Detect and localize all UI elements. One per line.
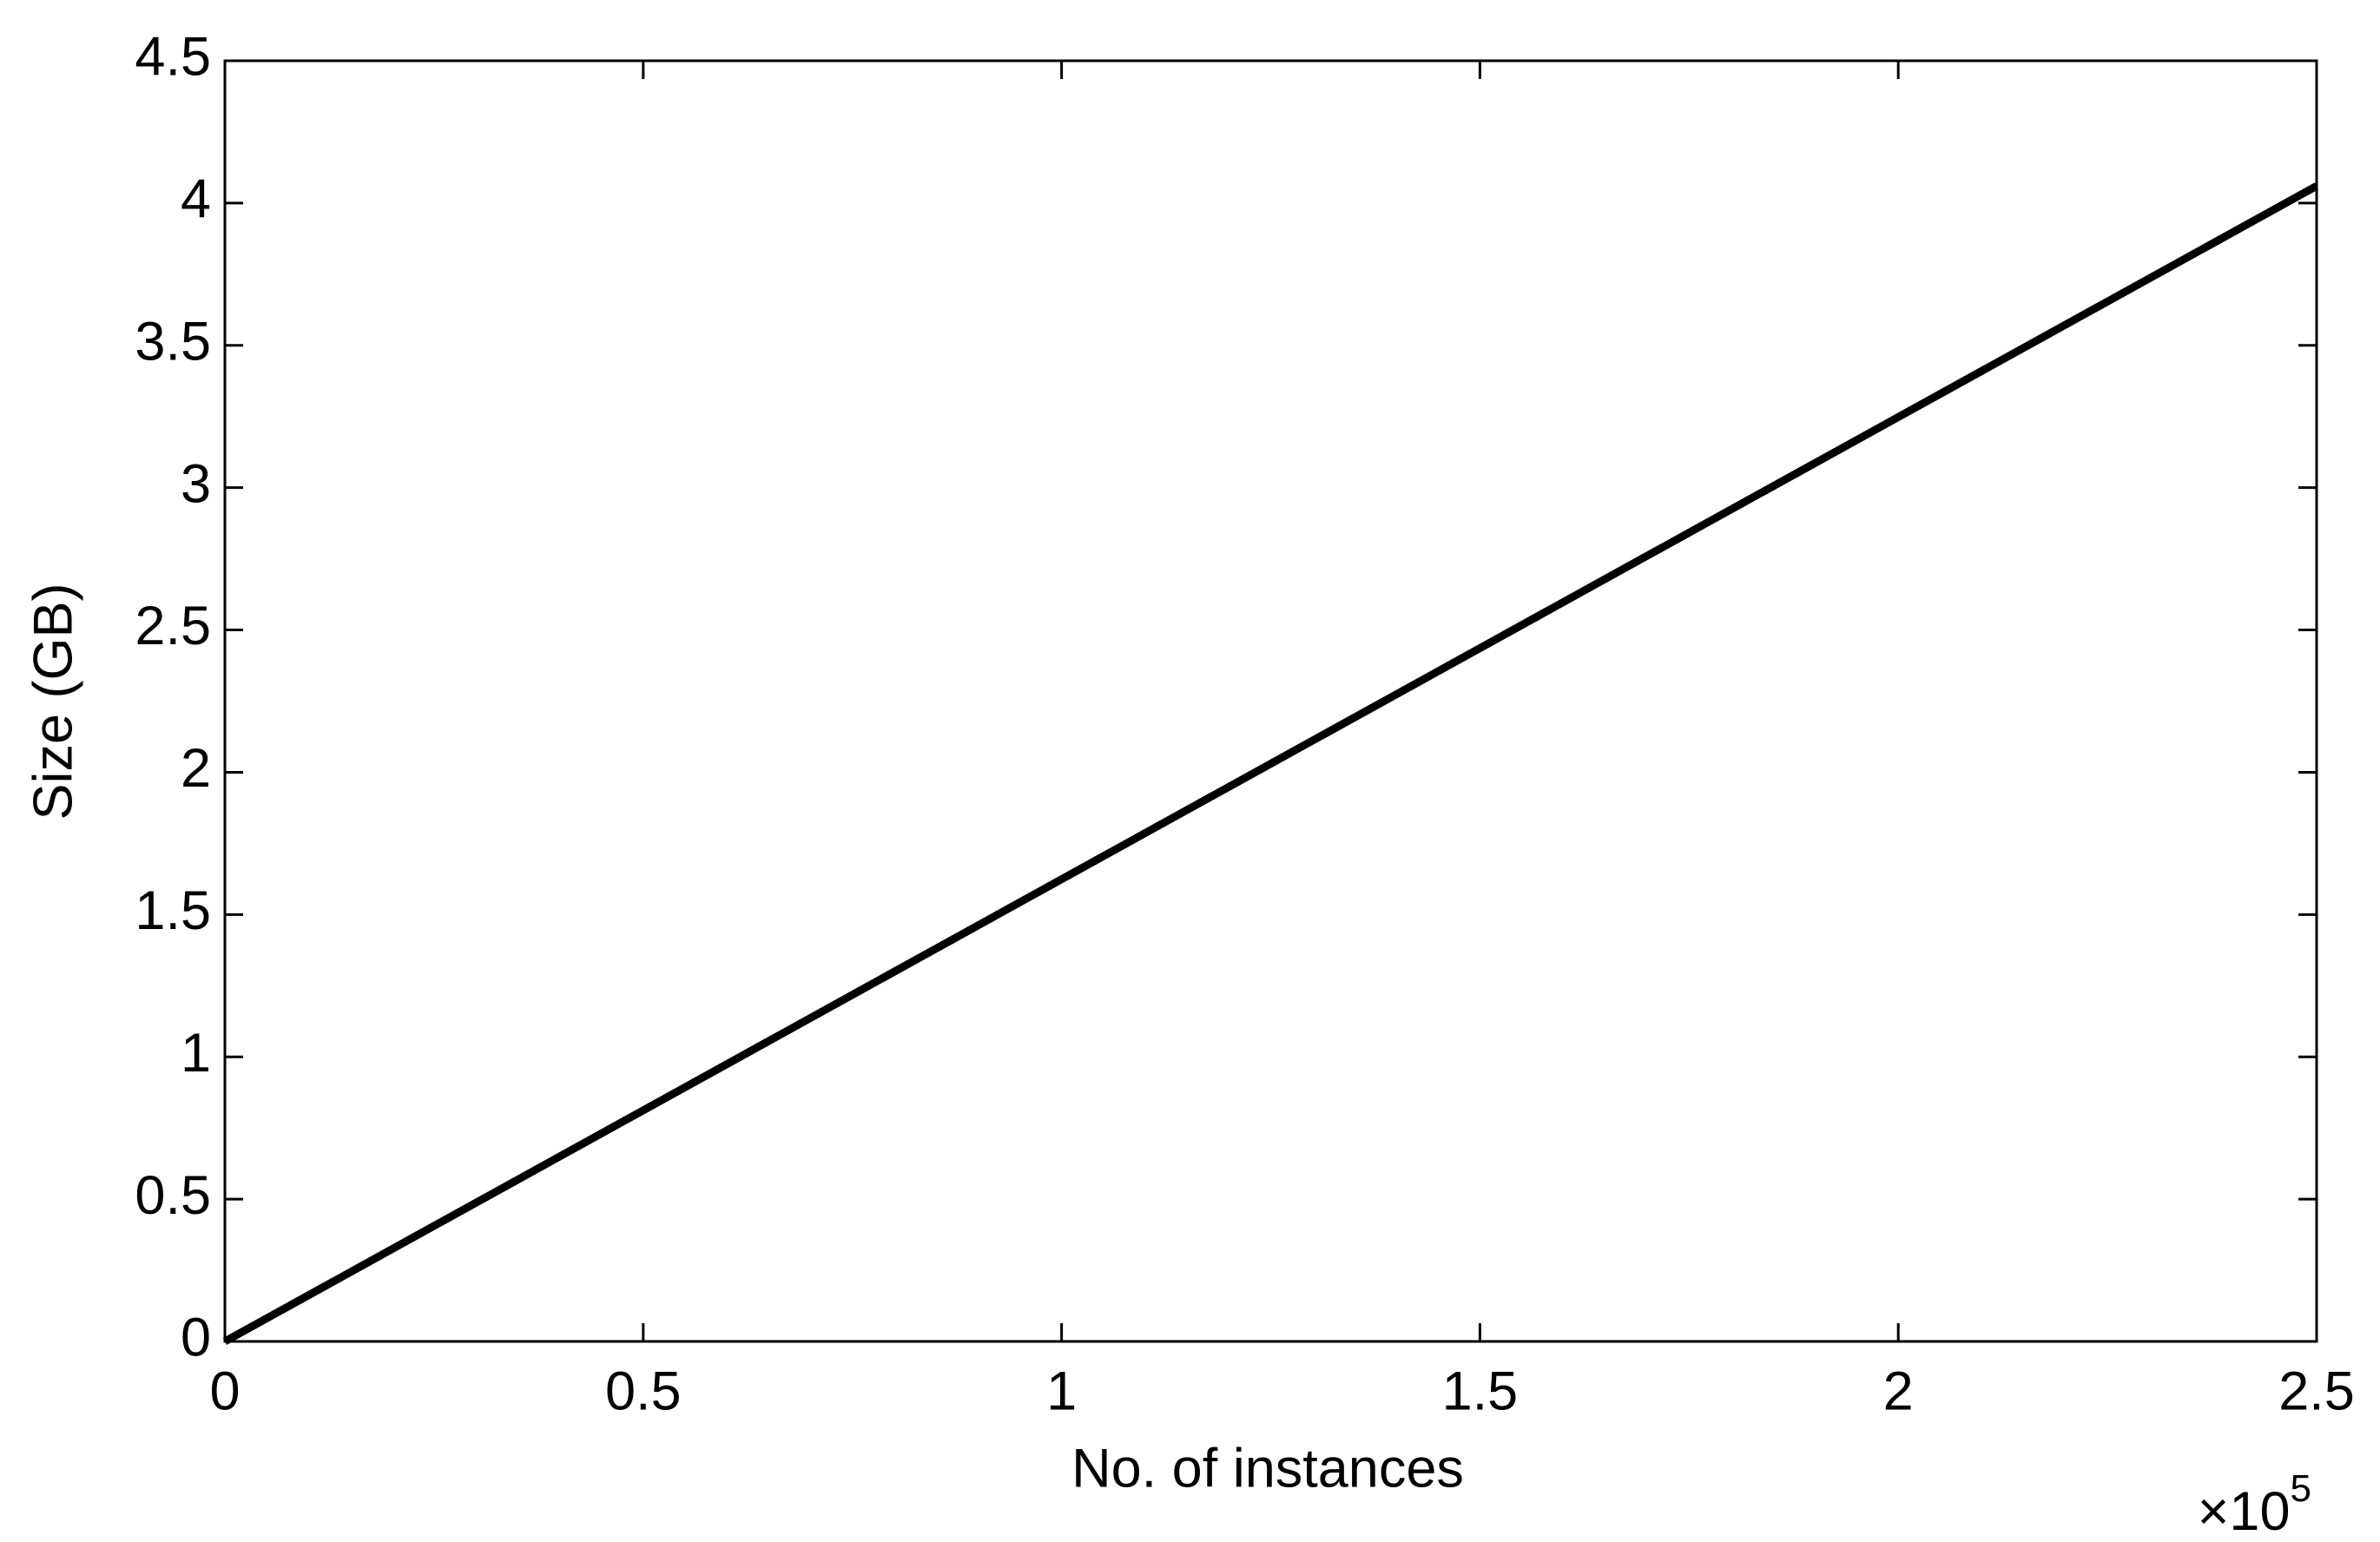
plot-frame — [223, 59, 2318, 1343]
x-tick-label: 1.5 — [1442, 1361, 1519, 1422]
y-tick-label: 2 — [181, 738, 211, 799]
x-multiplier-base: ×10 — [2198, 1481, 2291, 1542]
y-tick-label: 2.5 — [135, 596, 211, 656]
y-axis-label: Size (GB) — [23, 583, 84, 820]
x-tick-label: 0 — [209, 1361, 240, 1422]
x-multiplier: ×105 — [2198, 1467, 2311, 1542]
x-axis-label: No. of instances — [1071, 1439, 1464, 1499]
x-multiplier-exponent: 5 — [2291, 1467, 2311, 1510]
y-tick-label: 0.5 — [135, 1165, 211, 1226]
x-tick-label: 1 — [1046, 1361, 1077, 1422]
y-tick-label: 0 — [181, 1308, 211, 1368]
line-series — [222, 182, 2319, 1345]
y-tick-label: 1 — [181, 1023, 211, 1084]
x-tick-label: 2 — [1883, 1361, 1914, 1422]
y-tick-label: 1.5 — [135, 880, 211, 941]
y-tick-label: 3 — [181, 453, 211, 514]
y-tick-label: 4 — [181, 169, 211, 230]
y-tick-label: 3.5 — [135, 311, 211, 372]
y-tick-label: 4.5 — [135, 27, 211, 88]
x-tick-label: 2.5 — [2278, 1361, 2355, 1422]
x-tick-label: 0.5 — [605, 1361, 682, 1422]
